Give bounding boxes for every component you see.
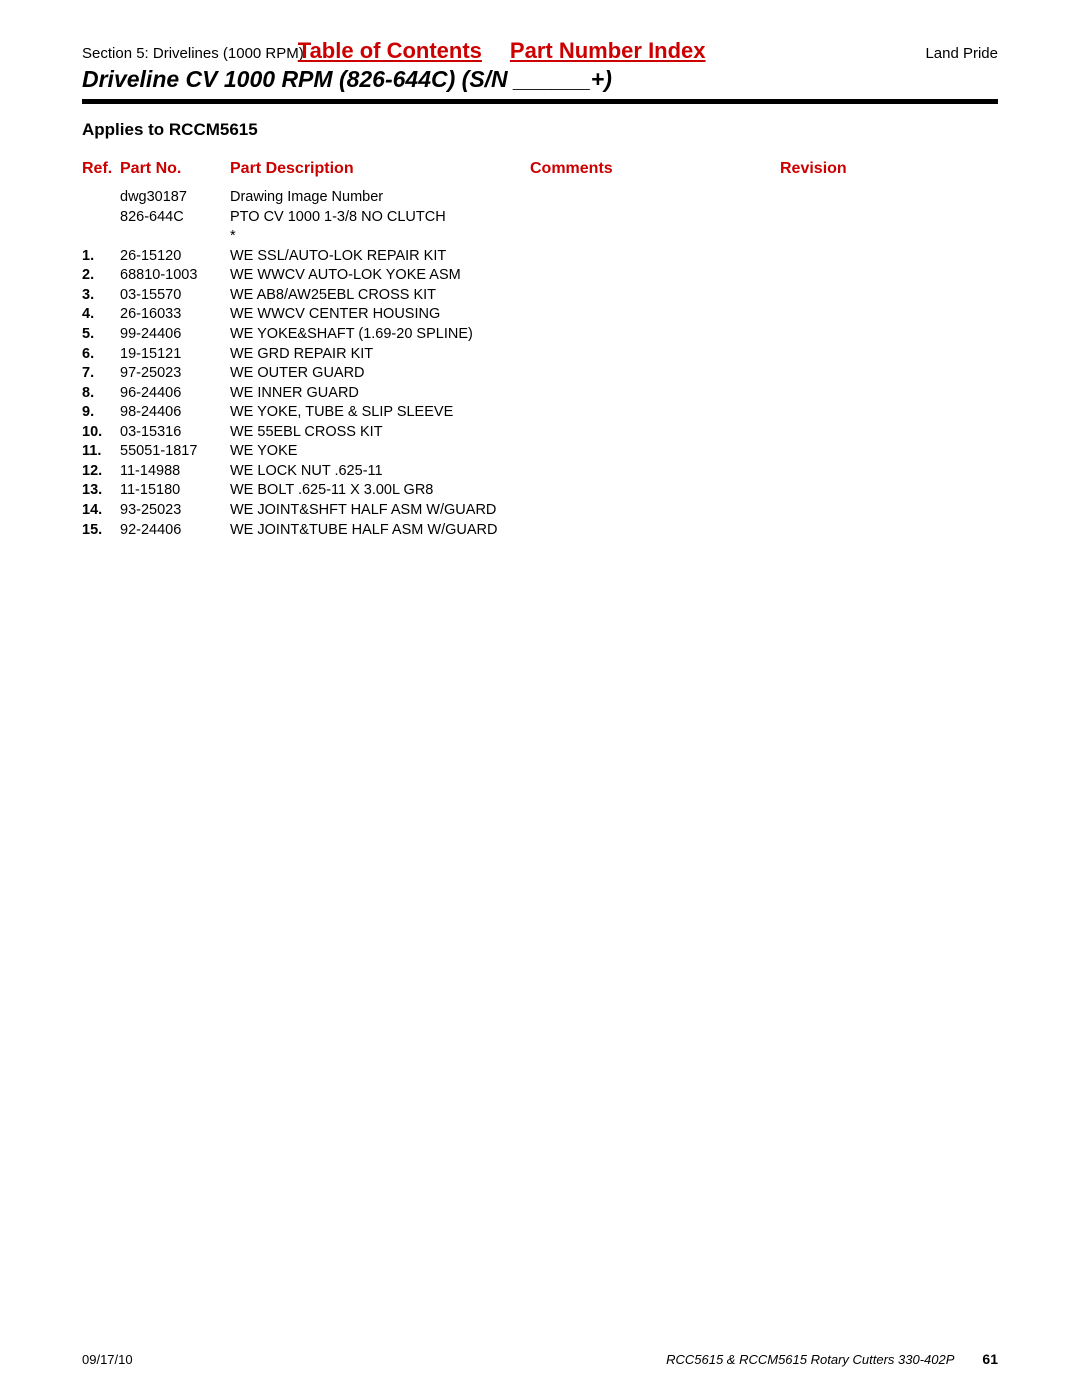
cell-part-no: 55051-1817: [120, 442, 230, 462]
cell-ref: 7.: [82, 364, 120, 384]
table-of-contents-link[interactable]: Table of Contents: [298, 38, 482, 64]
cell-ref: 12.: [82, 462, 120, 482]
cell-description: WE LOCK NUT .625-11: [230, 462, 530, 482]
cell-part-no: 96-24406: [120, 384, 230, 404]
cell-part-no: 98-24406: [120, 403, 230, 423]
page: Section 5: Drivelines (1000 RPM) Table o…: [0, 0, 1080, 1397]
cell-description: WE WWCV AUTO-LOK YOKE ASM: [230, 266, 530, 286]
cell-part-no: 26-16033: [120, 305, 230, 325]
cell-ref: 10.: [82, 423, 120, 443]
cell-part-no: 03-15570: [120, 286, 230, 306]
cell-part-no: 826-644C: [120, 208, 230, 228]
cell-asterisk: *: [230, 227, 530, 247]
footer-date: 09/17/10: [82, 1352, 133, 1367]
cell-description: Drawing Image Number: [230, 188, 530, 208]
cell-description: WE AB8/AW25EBL CROSS KIT: [230, 286, 530, 306]
cell-part-no: 92-24406: [120, 521, 230, 541]
cell-ref: 6.: [82, 345, 120, 365]
col-ref: Ref.: [82, 160, 120, 178]
cell-part-no: 26-15120: [120, 247, 230, 267]
col-revision: Revision: [780, 160, 998, 178]
table-row: 10.03-15316WE 55EBL CROSS KIT: [82, 423, 998, 443]
table-row: 11.55051-1817WE YOKE: [82, 442, 998, 462]
cell-part-no: 11-14988: [120, 462, 230, 482]
table-row: 7.97-25023WE OUTER GUARD: [82, 364, 998, 384]
cell-description: WE YOKE&SHAFT (1.69-20 SPLINE): [230, 325, 530, 345]
part-number-index-link[interactable]: Part Number Index: [510, 38, 706, 64]
cell-part-no: 99-24406: [120, 325, 230, 345]
parts-table: dwg30187 Drawing Image Number 826-644C P…: [82, 188, 998, 540]
cell-ref: 5.: [82, 325, 120, 345]
footer-doc: RCC5615 & RCCM5615 Rotary Cutters 330-40…: [666, 1352, 954, 1367]
col-comments: Comments: [530, 160, 780, 178]
table-row: dwg30187 Drawing Image Number: [82, 188, 998, 208]
table-row: 8.96-24406WE INNER GUARD: [82, 384, 998, 404]
cell-description: PTO CV 1000 1-3/8 NO CLUTCH: [230, 208, 530, 228]
table-row: 13.11-15180WE BOLT .625-11 X 3.00L GR8: [82, 481, 998, 501]
table-row: 15.92-24406WE JOINT&TUBE HALF ASM W/GUAR…: [82, 521, 998, 541]
cell-ref: 9.: [82, 403, 120, 423]
cell-description: WE GRD REPAIR KIT: [230, 345, 530, 365]
cell-ref: 14.: [82, 501, 120, 521]
cell-ref: 13.: [82, 481, 120, 501]
table-row: 5.99-24406WE YOKE&SHAFT (1.69-20 SPLINE): [82, 325, 998, 345]
cell-part-no: 19-15121: [120, 345, 230, 365]
cell-ref: [82, 188, 120, 208]
cell-ref: 15.: [82, 521, 120, 541]
table-row: 826-644C PTO CV 1000 1-3/8 NO CLUTCH: [82, 208, 998, 228]
cell-description: WE INNER GUARD: [230, 384, 530, 404]
brand-label: Land Pride: [925, 45, 998, 62]
table-row: *: [82, 227, 998, 247]
header-row: Section 5: Drivelines (1000 RPM) Table o…: [82, 38, 998, 64]
cell-description: WE SSL/AUTO-LOK REPAIR KIT: [230, 247, 530, 267]
table-row: 6.19-15121WE GRD REPAIR KIT: [82, 345, 998, 365]
footer-page: 61: [982, 1351, 998, 1367]
table-row: 4.26-16033WE WWCV CENTER HOUSING: [82, 305, 998, 325]
table-row: 14.93-25023WE JOINT&SHFT HALF ASM W/GUAR…: [82, 501, 998, 521]
title-rule: [82, 99, 998, 104]
cell-ref: 3.: [82, 286, 120, 306]
cell-part-no: 11-15180: [120, 481, 230, 501]
cell-description: WE 55EBL CROSS KIT: [230, 423, 530, 443]
cell-description: WE YOKE, TUBE & SLIP SLEEVE: [230, 403, 530, 423]
cell-ref: 2.: [82, 266, 120, 286]
table-row: 2.68810-1003WE WWCV AUTO-LOK YOKE ASM: [82, 266, 998, 286]
cell-description: WE BOLT .625-11 X 3.00L GR8: [230, 481, 530, 501]
cell-part-no: 68810-1003: [120, 266, 230, 286]
section-label: Section 5: Drivelines (1000 RPM): [82, 45, 304, 62]
col-description: Part Description: [230, 160, 530, 178]
cell-description: WE WWCV CENTER HOUSING: [230, 305, 530, 325]
table-row: 9.98-24406WE YOKE, TUBE & SLIP SLEEVE: [82, 403, 998, 423]
table-row: 12.11-14988WE LOCK NUT .625-11: [82, 462, 998, 482]
cell-part-no: 97-25023: [120, 364, 230, 384]
table-row: 3.03-15570WE AB8/AW25EBL CROSS KIT: [82, 286, 998, 306]
cell-description: WE JOINT&TUBE HALF ASM W/GUARD: [230, 521, 530, 541]
cell-part-no: 03-15316: [120, 423, 230, 443]
footer: 09/17/10 RCC5615 & RCCM5615 Rotary Cutte…: [82, 1351, 998, 1367]
cell-description: WE YOKE: [230, 442, 530, 462]
table-row: 1.26-15120WE SSL/AUTO-LOK REPAIR KIT: [82, 247, 998, 267]
cell-part-no: dwg30187: [120, 188, 230, 208]
cell-ref: 8.: [82, 384, 120, 404]
column-headers: Ref. Part No. Part Description Comments …: [82, 160, 998, 178]
cell-ref: 1.: [82, 247, 120, 267]
applies-to-label: Applies to RCCM5615: [82, 120, 998, 140]
cell-ref: [82, 208, 120, 228]
cell-description: WE OUTER GUARD: [230, 364, 530, 384]
page-title: Driveline CV 1000 RPM (826-644C) (S/N __…: [82, 66, 998, 93]
cell-part-no: 93-25023: [120, 501, 230, 521]
cell-description: WE JOINT&SHFT HALF ASM W/GUARD: [230, 501, 530, 521]
cell-ref: 11.: [82, 442, 120, 462]
title-bar: Driveline CV 1000 RPM (826-644C) (S/N __…: [82, 66, 998, 104]
cell-ref: 4.: [82, 305, 120, 325]
col-part-no: Part No.: [120, 160, 230, 178]
